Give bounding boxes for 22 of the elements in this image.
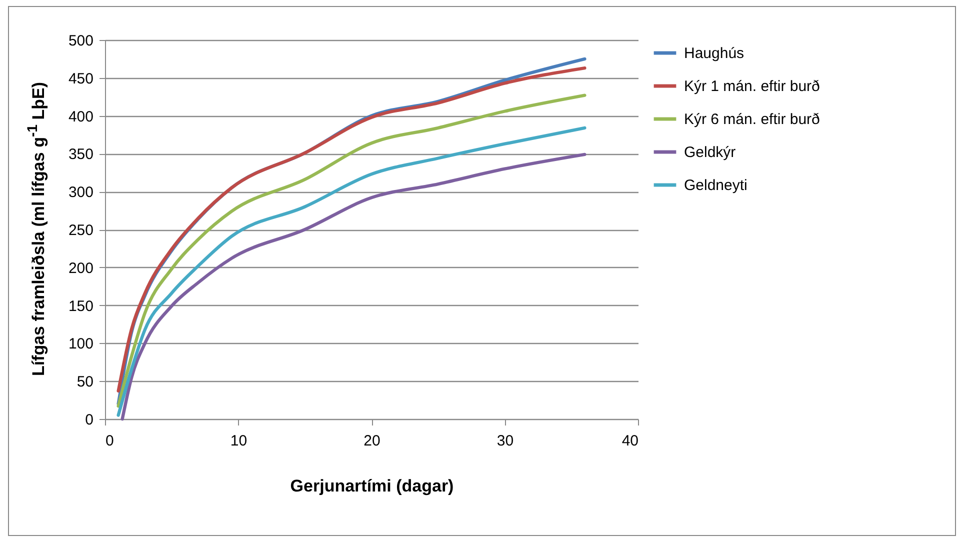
x-tick-label: 0 (106, 432, 114, 450)
legend-label: Kýr 6 mán. eftir burð (684, 111, 820, 128)
x-axis-title: Gerjunartími (dagar) (290, 476, 454, 496)
x-tick-label: 40 (622, 432, 638, 450)
legend-label: Kýr 1 mán. eftir burð (684, 78, 820, 95)
y-tick-label: 0 (85, 412, 94, 428)
legend-label: Haughús (684, 45, 744, 62)
y-tick-label: 150 (68, 298, 94, 315)
x-tick-label: 20 (364, 432, 380, 450)
x-tick-label: 10 (230, 432, 248, 450)
legend-label: Geldneyti (684, 177, 748, 194)
y-tick-label: 300 (68, 184, 94, 202)
y-tick-label: 100 (68, 336, 94, 353)
y-tick-label: 500 (68, 32, 94, 50)
x-tick-label: 30 (496, 432, 514, 450)
y-tick-label: 350 (68, 146, 94, 164)
y-tick-label: 400 (68, 108, 94, 126)
y-tick-label: 250 (68, 222, 94, 239)
y-tick-label: 450 (68, 70, 94, 88)
legend-label: Geldkýr (684, 144, 736, 161)
y-tick-label: 50 (76, 374, 94, 391)
y-tick-label: 200 (68, 260, 94, 277)
